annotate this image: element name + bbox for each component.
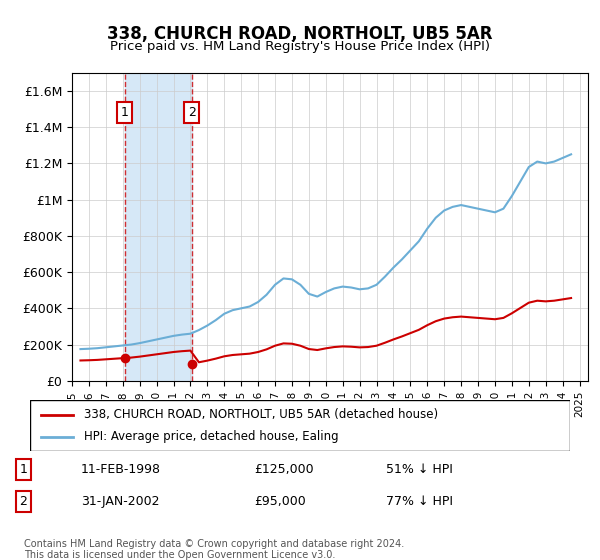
Text: 77% ↓ HPI: 77% ↓ HPI <box>386 495 454 508</box>
Text: HPI: Average price, detached house, Ealing: HPI: Average price, detached house, Eali… <box>84 430 338 443</box>
FancyBboxPatch shape <box>30 400 570 451</box>
Text: £95,000: £95,000 <box>254 495 305 508</box>
Text: 11-FEB-1998: 11-FEB-1998 <box>81 463 161 476</box>
Text: Price paid vs. HM Land Registry's House Price Index (HPI): Price paid vs. HM Land Registry's House … <box>110 40 490 53</box>
Text: 2: 2 <box>20 495 28 508</box>
Text: 338, CHURCH ROAD, NORTHOLT, UB5 5AR (detached house): 338, CHURCH ROAD, NORTHOLT, UB5 5AR (det… <box>84 408 438 421</box>
Text: 338, CHURCH ROAD, NORTHOLT, UB5 5AR: 338, CHURCH ROAD, NORTHOLT, UB5 5AR <box>107 25 493 43</box>
Text: Contains HM Land Registry data © Crown copyright and database right 2024.
This d: Contains HM Land Registry data © Crown c… <box>24 539 404 560</box>
Text: 51% ↓ HPI: 51% ↓ HPI <box>386 463 453 476</box>
Text: 1: 1 <box>121 106 128 119</box>
Text: £125,000: £125,000 <box>254 463 314 476</box>
Text: 31-JAN-2002: 31-JAN-2002 <box>81 495 160 508</box>
Bar <box>125 73 192 381</box>
Text: 2: 2 <box>188 106 196 119</box>
Text: 1: 1 <box>20 463 28 476</box>
